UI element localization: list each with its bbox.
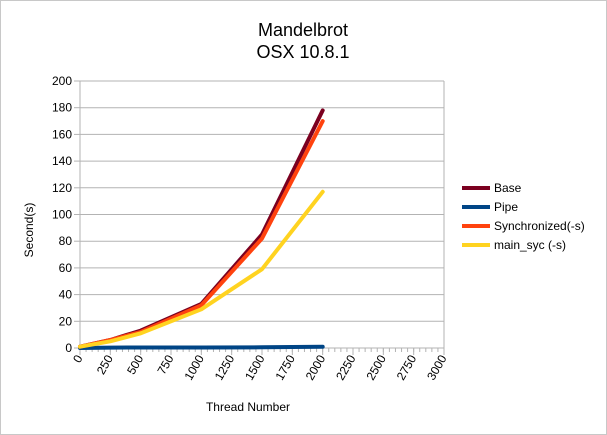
- y-tick-label: 40: [59, 288, 73, 302]
- x-tick-label: 1250: [212, 352, 238, 382]
- series-lines: [78, 108, 325, 350]
- y-axis-title: Second(s): [22, 203, 36, 258]
- legend-label-synchronized-s: Synchronized(-s): [494, 219, 585, 233]
- x-tick-label: 1000: [181, 352, 207, 382]
- y-tick-label: 100: [52, 208, 72, 222]
- x-axis-title: Thread Number: [206, 400, 290, 414]
- y-tick-label: 20: [59, 314, 73, 328]
- y-axis-ticks: 0 20 40 60 80 100 120 140 160 180 200: [52, 74, 80, 355]
- y-tick-label: 140: [52, 154, 72, 168]
- series-line-pipe: [78, 344, 325, 350]
- series-line-main-syc-s: [78, 189, 325, 349]
- y-tick-label: 120: [52, 181, 72, 195]
- y-tick-label: 60: [59, 261, 73, 275]
- x-tick-label: 2750: [394, 352, 420, 382]
- legend: Base Pipe Synchronized(-s) main_syc (-s): [462, 181, 585, 252]
- x-tick-label: 2250: [333, 352, 359, 382]
- x-tick-label: 0: [70, 352, 86, 365]
- y-tick-label: 180: [52, 101, 72, 115]
- x-tick-label: 250: [94, 352, 116, 377]
- x-tick-label: 500: [124, 352, 146, 377]
- series-line-synchronized-s: [78, 119, 325, 349]
- y-tick-label: 160: [52, 127, 72, 141]
- x-tick-label: 3000: [424, 352, 450, 382]
- legend-label-main-syc-s: main_syc (-s): [494, 238, 566, 252]
- x-axis-ticks: 0 250 500 750 1000 1250 1500 1750 2000 2250 2500 27…: [70, 348, 450, 383]
- gridlines: [80, 80, 444, 349]
- y-tick-label: 200: [52, 74, 72, 88]
- x-tick-label: 750: [154, 352, 176, 377]
- y-tick-label: 0: [65, 341, 72, 355]
- legend-label-pipe: Pipe: [494, 200, 518, 214]
- chart-title: Mandelbrot: [258, 20, 348, 40]
- x-tick-label: 1500: [242, 352, 268, 382]
- y-tick-label: 80: [59, 234, 73, 248]
- x-tick-label: 2500: [363, 352, 389, 382]
- chart-subtitle: OSX 10.8.1: [256, 42, 349, 62]
- legend-label-base: Base: [494, 181, 522, 195]
- x-tick-label: 2000: [303, 352, 329, 382]
- x-tick-label: 1750: [272, 352, 298, 382]
